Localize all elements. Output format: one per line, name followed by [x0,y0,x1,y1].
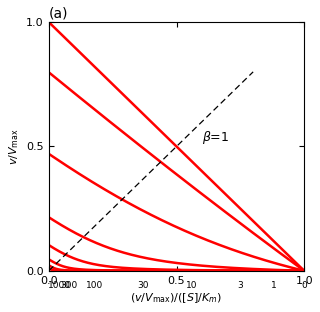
Text: $\beta$=1: $\beta$=1 [202,129,229,146]
X-axis label: $(v/V_{\rm max})/([S]/K_m)$: $(v/V_{\rm max})/([S]/K_m)$ [131,291,222,305]
Text: 1: 1 [271,281,276,290]
Y-axis label: $v/V_{\rm max}$: $v/V_{\rm max}$ [7,128,21,165]
Text: 3: 3 [237,281,243,290]
Text: 30: 30 [138,281,149,290]
Text: 1000: 1000 [47,281,70,290]
Text: 0: 0 [301,281,307,290]
Text: 10: 10 [186,281,197,290]
Text: 100: 100 [86,281,103,290]
Text: (a): (a) [49,7,68,21]
Text: 300: 300 [60,281,78,290]
